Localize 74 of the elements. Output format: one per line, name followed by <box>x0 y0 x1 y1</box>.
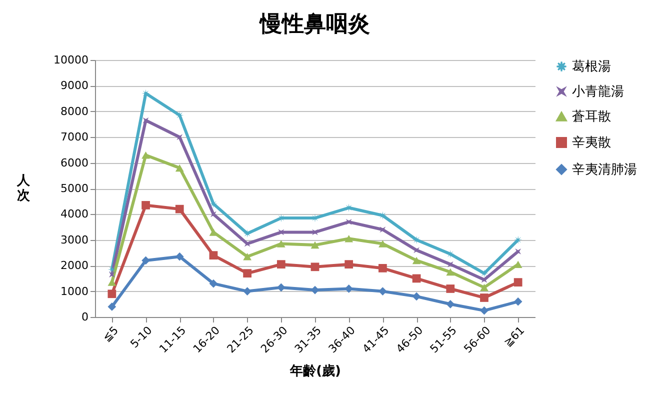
point <box>446 300 455 308</box>
y-tick-label: 7000 <box>60 130 88 144</box>
y-tick-label: 2000 <box>60 259 88 272</box>
point <box>108 302 116 311</box>
point <box>378 211 387 220</box>
y-tick-label: 4000 <box>60 208 88 221</box>
point <box>514 236 522 244</box>
point <box>310 241 320 249</box>
point <box>108 272 115 278</box>
point <box>480 269 488 278</box>
point <box>515 248 522 254</box>
point <box>412 292 421 301</box>
legend-label: 蒼耳散 <box>572 110 611 124</box>
point <box>514 278 522 286</box>
point <box>175 111 184 120</box>
point <box>346 218 352 225</box>
point <box>480 284 488 292</box>
point <box>142 117 149 124</box>
point <box>175 204 184 214</box>
line-series <box>108 117 522 283</box>
point <box>176 134 183 140</box>
point <box>243 252 252 260</box>
point <box>108 290 116 298</box>
point <box>378 287 387 296</box>
point <box>380 226 386 233</box>
point <box>412 256 421 264</box>
point <box>378 264 387 272</box>
y-axis-title: 人次 <box>16 174 31 204</box>
x-tick-label: ≦5 <box>100 324 121 344</box>
chart-title: 慢性鼻咽炎 <box>258 11 370 37</box>
point <box>414 247 420 254</box>
point <box>412 236 421 244</box>
point <box>447 261 454 268</box>
point <box>344 260 354 268</box>
x-axis-title: 年齡(歲) <box>289 364 341 379</box>
point <box>276 260 286 268</box>
point <box>378 240 387 248</box>
point <box>480 294 488 302</box>
point <box>210 211 216 218</box>
point <box>514 297 522 306</box>
y-tick-label: 8000 <box>60 104 88 118</box>
point <box>446 250 455 258</box>
point <box>480 306 488 315</box>
y-tick-label: 1000 <box>60 284 88 298</box>
point <box>142 201 150 210</box>
point <box>481 276 488 283</box>
y-tick-label: 10000 <box>54 54 88 66</box>
point <box>243 287 252 296</box>
point <box>344 234 354 242</box>
y-tick-label: 9000 <box>60 79 88 92</box>
point <box>209 279 218 288</box>
y-tick-label: 0 <box>82 310 88 324</box>
legend-label: 小青龍湯 <box>572 84 624 100</box>
point <box>312 229 318 236</box>
y-tick-label: 6000 <box>60 156 88 170</box>
point <box>243 269 252 278</box>
point <box>278 229 284 236</box>
point <box>142 151 150 159</box>
point <box>243 229 252 238</box>
legend-label: 辛夷清肺湯 <box>572 162 637 178</box>
point <box>310 262 320 272</box>
point <box>175 164 184 172</box>
point <box>142 256 150 265</box>
point <box>276 240 286 248</box>
point <box>209 200 218 208</box>
point <box>209 251 218 260</box>
point <box>446 268 455 276</box>
legend-label: 辛夷散 <box>572 136 611 150</box>
point <box>244 240 250 247</box>
y-tick-label: 3000 <box>60 233 88 246</box>
point <box>446 284 455 293</box>
legend-label: 葛根湯 <box>572 60 611 74</box>
point <box>412 274 421 283</box>
y-tick-label: 5000 <box>60 182 88 195</box>
